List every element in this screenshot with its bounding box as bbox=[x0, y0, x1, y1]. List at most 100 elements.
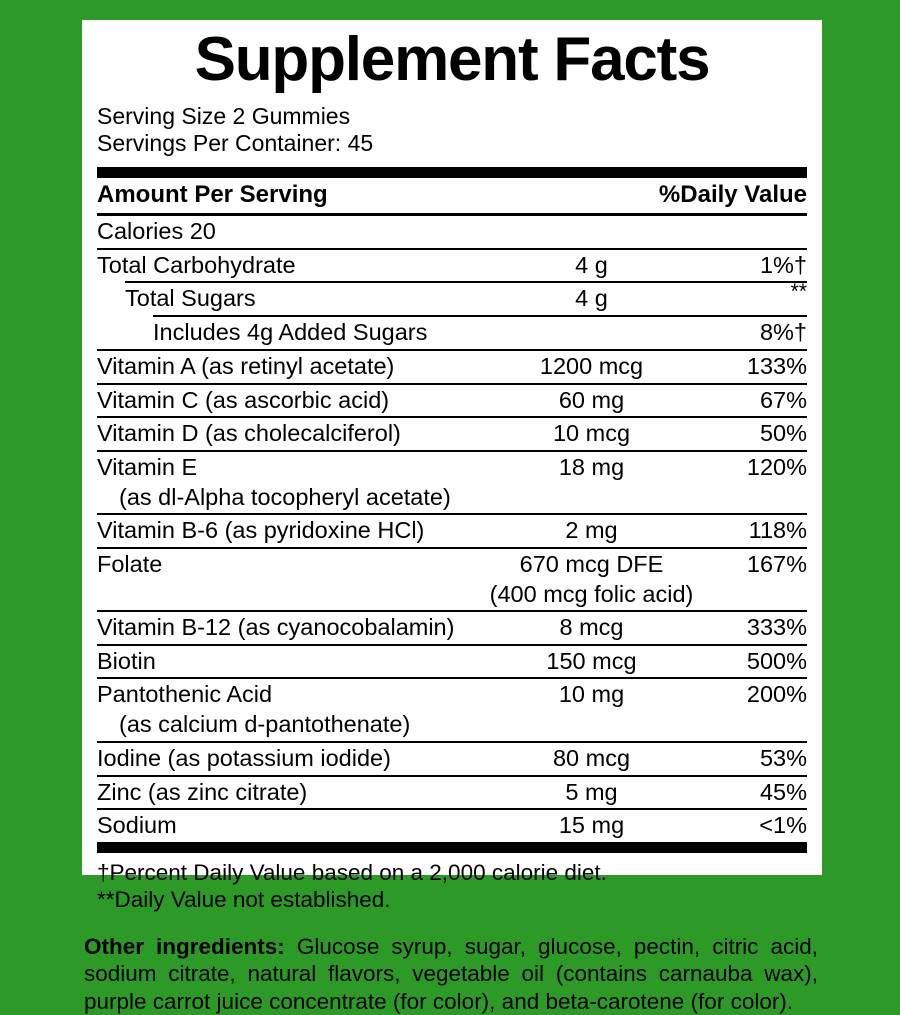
table-row: Includes 4g Added Sugars 8%† bbox=[97, 317, 807, 349]
nutrient-amount: 4 g bbox=[575, 251, 608, 278]
row-separator bbox=[97, 513, 807, 516]
table-row: Total Sugars 4 g ** bbox=[97, 279, 807, 315]
nutrient-name: Biotin bbox=[97, 647, 156, 674]
nutrient-amount: 5 mg bbox=[565, 778, 618, 805]
table-row: Zinc (as zinc citrate) 5 mg 45% bbox=[97, 777, 807, 809]
nutrient-daily-value: 8%† bbox=[759, 319, 807, 346]
nutrient-amount: 2 mg bbox=[565, 517, 618, 544]
nutrient-amount: 10 mcg bbox=[552, 420, 631, 447]
nutrient-daily-value: 118% bbox=[748, 517, 807, 544]
row-separator bbox=[97, 643, 807, 646]
nutrient-name: Vitamin C (as ascorbic acid) bbox=[97, 386, 390, 413]
row-separator bbox=[97, 247, 807, 250]
table-row: Vitamin C (as ascorbic acid) 60 mg 67% bbox=[97, 385, 807, 417]
nutrient-name: Pantothenic Acid bbox=[97, 681, 273, 708]
row-separator bbox=[97, 348, 807, 351]
table-row: Vitamin D (as cholecalciferol) 10 mcg 50% bbox=[97, 418, 807, 450]
row-separator bbox=[125, 281, 807, 284]
nutrient-amount: 80 mcg bbox=[552, 744, 631, 771]
nutrient-amount: 1200 mcg bbox=[539, 352, 644, 379]
row-separator bbox=[97, 547, 807, 550]
nutrient-name: Vitamin B-12 (as cyanocobalamin) bbox=[97, 613, 455, 640]
table-body: Calories 20 Total Carbohydrate 4 g 1%† Total… bbox=[97, 216, 807, 842]
table-row: Biotin 150 mcg 500% bbox=[97, 646, 807, 678]
footnotes: †Percent Daily Value based on a 2,000 ca… bbox=[82, 853, 822, 914]
spacer bbox=[97, 581, 484, 608]
table-row: Vitamin B-6 (as pyridoxine HCl) 2 mg 118% bbox=[97, 515, 807, 547]
table-row: Total Carbohydrate 4 g 1%† bbox=[97, 250, 807, 282]
nutrient-amount: 10 mg bbox=[558, 681, 625, 708]
row-separator bbox=[97, 808, 807, 811]
nutrient-daily-value: 500% bbox=[746, 647, 807, 674]
row-separator bbox=[97, 609, 807, 612]
nutrient-source-continuation: (as calcium d-pantothenate) bbox=[119, 711, 411, 738]
nutrient-amount-continuation-row: (400 mcg folic acid) bbox=[97, 581, 807, 610]
table-row: Vitamin B-12 (as cyanocobalamin) 8 mcg 333… bbox=[97, 612, 807, 644]
nutrient-name: Sodium bbox=[97, 812, 177, 839]
nutrient-name: Folate bbox=[97, 551, 163, 578]
nutrient-name: Includes 4g Added Sugars bbox=[153, 319, 428, 346]
nutrient-name: Vitamin D (as cholecalciferol) bbox=[97, 420, 401, 447]
nutrient-daily-value: 45% bbox=[759, 778, 807, 805]
nutrient-daily-value: 120% bbox=[746, 454, 807, 481]
row-separator bbox=[153, 315, 807, 318]
nutrient-daily-value: 133% bbox=[746, 352, 807, 379]
nutrient-amount: 4 g bbox=[575, 285, 608, 312]
nutrient-name: Zinc (as zinc citrate) bbox=[97, 778, 308, 805]
row-separator bbox=[97, 382, 807, 385]
nutrient-amount: 18 mg bbox=[558, 454, 625, 481]
row-separator bbox=[97, 740, 807, 743]
nutrient-amount-continuation: (400 mcg folic acid) bbox=[489, 580, 694, 607]
rule-top-thick bbox=[97, 167, 807, 178]
footnote-not-established: **Daily Value not established. bbox=[97, 887, 391, 913]
nutrition-table: Amount Per Serving %Daily Value Calories… bbox=[82, 167, 822, 853]
nutrient-name: Total Carbohydrate bbox=[97, 251, 296, 278]
serving-info: Serving Size 2 Gummies Servings Per Cont… bbox=[82, 103, 822, 157]
nutrient-name: Calories 20 bbox=[97, 218, 216, 244]
nutrient-source-continuation: (as dl-Alpha tocopheryl acetate) bbox=[119, 483, 451, 510]
page-title: Supplement Facts bbox=[194, 25, 711, 94]
row-separator bbox=[97, 677, 807, 680]
rule-bottom-thick bbox=[97, 841, 807, 853]
table-row: Folate 670 mcg DFE 167% bbox=[97, 549, 807, 581]
footnote-daily-value: †Percent Daily Value based on a 2,000 ca… bbox=[97, 859, 607, 885]
nutrient-daily-value: 1%† bbox=[759, 251, 807, 278]
rule-header-bottom bbox=[97, 213, 807, 216]
nutrient-amount: 15 mg bbox=[558, 812, 625, 839]
nutrient-daily-value: 333% bbox=[746, 613, 807, 640]
other-ingredients-label: Other ingredients: bbox=[84, 933, 285, 959]
table-row: Vitamin E 18 mg 120% bbox=[97, 452, 807, 484]
other-ingredients: Other ingredients: Glucose syrup, sugar,… bbox=[82, 924, 822, 1015]
nutrient-name: Vitamin E bbox=[97, 454, 198, 481]
nutrient-amount: 60 mg bbox=[558, 386, 625, 413]
nutrient-amount: 670 mcg DFE bbox=[519, 551, 664, 578]
nutrient-name: Iodine (as potassium iodide) bbox=[97, 744, 391, 771]
table-header-row: Amount Per Serving %Daily Value bbox=[97, 178, 807, 213]
row-separator bbox=[97, 416, 807, 419]
row-separator bbox=[97, 450, 807, 453]
daily-value-header: %Daily Value bbox=[658, 181, 807, 208]
serving-size: Serving Size 2 Gummies bbox=[97, 102, 351, 129]
nutrient-daily-value: <1% bbox=[759, 812, 807, 839]
table-row: Vitamin A (as retinyl acetate) 1200 mcg 13… bbox=[97, 351, 807, 383]
nutrient-name: Vitamin A (as retinyl acetate) bbox=[97, 352, 395, 379]
nutrient-amount: 8 mcg bbox=[559, 613, 624, 640]
table-row: Pantothenic Acid 10 mg 200% bbox=[97, 679, 807, 711]
nutrient-daily-value: 50% bbox=[759, 420, 807, 447]
row-separator bbox=[97, 774, 807, 777]
nutrient-daily-value: 167% bbox=[746, 551, 807, 578]
nutrient-daily-value: 53% bbox=[759, 744, 807, 771]
table-row: Calories 20 bbox=[97, 216, 807, 248]
spacer bbox=[699, 581, 807, 608]
table-row: Iodine (as potassium iodide) 80 mcg 53% bbox=[97, 743, 807, 775]
table-row: Sodium 15 mg <1% bbox=[97, 810, 807, 842]
amount-per-serving-header: Amount Per Serving bbox=[97, 181, 328, 208]
nutrient-amount: 150 mcg bbox=[546, 647, 637, 674]
nutrient-daily-value: ** bbox=[790, 279, 807, 303]
nutrient-daily-value: 200% bbox=[746, 681, 807, 708]
nutrient-daily-value: 67% bbox=[759, 386, 807, 413]
servings-per-container: Servings Per Container: 45 bbox=[97, 129, 374, 156]
supplement-facts-panel: Supplement Facts Serving Size 2 Gummies … bbox=[82, 20, 822, 1014]
nutrient-name: Total Sugars bbox=[125, 285, 256, 312]
nutrient-name: Vitamin B-6 (as pyridoxine HCl) bbox=[97, 517, 425, 544]
